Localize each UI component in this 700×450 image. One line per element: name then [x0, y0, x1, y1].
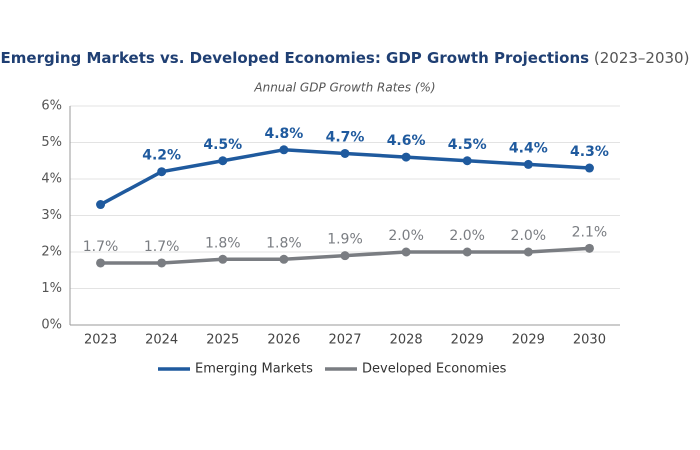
data-point: [462, 247, 472, 257]
x-tick-label: 2023: [84, 333, 117, 348]
data-label: 4.3%: [570, 144, 609, 160]
data-point: [96, 200, 106, 210]
data-point: [584, 243, 594, 253]
data-label: 2.0%: [449, 228, 485, 244]
x-tick-label: 2025: [206, 333, 239, 348]
data-label: 1.7%: [83, 239, 119, 255]
x-tick-label: 2026: [267, 333, 300, 348]
data-point: [401, 247, 411, 257]
x-tick-label: 2029: [512, 333, 545, 348]
x-tick-label: 2027: [328, 333, 361, 348]
data-point: [584, 163, 594, 173]
data-label: 4.2%: [142, 148, 181, 164]
data-point: [523, 247, 533, 257]
data-point: [218, 156, 228, 166]
y-tick-label: 5%: [41, 135, 62, 150]
y-tick-label: 6%: [41, 99, 62, 114]
data-label: 4.7%: [326, 129, 365, 145]
data-label: 4.4%: [509, 140, 548, 156]
data-label: 1.7%: [144, 239, 180, 255]
data-label: 4.5%: [203, 137, 242, 153]
data-point: [96, 258, 106, 268]
x-tick-label: 2029: [451, 333, 484, 348]
y-tick-label: 4%: [41, 172, 62, 187]
data-label: 1.8%: [205, 235, 241, 251]
data-label: 4.5%: [448, 137, 487, 153]
data-point: [157, 167, 167, 177]
legend-label: Emerging Markets: [195, 362, 313, 377]
data-label: 2.0%: [388, 228, 424, 244]
y-tick-label: 1%: [41, 281, 62, 296]
data-point: [340, 148, 350, 158]
data-point: [523, 159, 533, 169]
data-point: [462, 156, 472, 166]
data-point: [218, 254, 228, 264]
data-point: [340, 251, 350, 261]
y-tick-label: 2%: [41, 245, 62, 260]
x-tick-label: 2028: [390, 333, 423, 348]
chart-title: Emerging Markets vs. Developed Economies…: [1, 49, 590, 67]
chart-title-group: Emerging Markets vs. Developed Economies…: [1, 49, 690, 67]
data-label: 1.9%: [327, 232, 363, 248]
data-label: 4.6%: [387, 133, 426, 149]
y-tick-label: 0%: [41, 318, 62, 333]
x-tick-label: 2024: [145, 333, 178, 348]
data-label: 2.1%: [572, 224, 608, 240]
y-tick-label: 3%: [41, 208, 62, 223]
chart-subtitle: Annual GDP Growth Rates (%): [253, 81, 435, 95]
data-label: 1.8%: [266, 235, 302, 251]
data-point: [157, 258, 167, 268]
data-point: [401, 152, 411, 162]
data-label: 2.0%: [511, 228, 547, 244]
data-label: 4.8%: [264, 126, 303, 142]
data-point: [279, 254, 289, 264]
chart-title-suffix: (2023–2030): [594, 49, 690, 67]
legend-label: Developed Economies: [362, 362, 507, 377]
x-tick-label: 2030: [573, 333, 606, 348]
data-point: [279, 145, 289, 155]
